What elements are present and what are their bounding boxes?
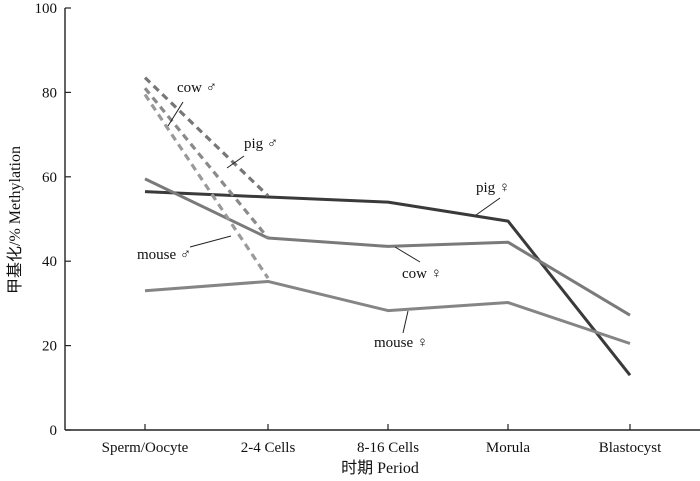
annotation-leader (475, 197, 501, 216)
y-tick-label: 20 (42, 339, 57, 355)
series-lines (143, 76, 632, 377)
y-tick-label: 40 (42, 254, 57, 270)
y-axis-title: 甲基化/% Methylation (6, 146, 24, 294)
axes (64, 8, 700, 431)
series-line-mouse-female (144, 279, 631, 345)
x-tick-label: 2-4 Cells (241, 440, 296, 456)
annotation-leader (394, 246, 421, 263)
annotation-leader (226, 155, 245, 169)
annotation-leaders (167, 101, 501, 334)
series-line-mouse-male (143, 93, 270, 279)
annotation-label: pig ♂ (244, 136, 278, 152)
annotation-label: pig ♀ (476, 180, 510, 196)
y-ticks: 0 20 40 60 80 100 (35, 1, 71, 439)
y-tick-label: 100 (35, 1, 58, 17)
series-line-cow-female (144, 177, 631, 317)
annotations: cow ♂ pig ♂ mouse ♂ pig ♀ cow ♀ mouse ♀ (137, 80, 510, 351)
annotation-leader (167, 101, 184, 127)
y-tick-label: 80 (42, 85, 57, 101)
annotation-label: mouse ♂ (137, 247, 191, 263)
annotation-label: mouse ♀ (374, 335, 428, 351)
y-tick-label: 0 (50, 423, 58, 439)
annotation-label: cow ♀ (402, 266, 442, 282)
series-line-pig-male (143, 87, 270, 240)
y-tick-label: 60 (42, 170, 57, 186)
x-tick-label: Blastocyst (599, 440, 662, 456)
annotation-label: cow ♂ (177, 80, 217, 96)
annotation-leader (189, 235, 232, 248)
x-ticks: Sperm/Oocyte 2-4 Cells 8-16 Cells Morula Bla… (102, 424, 662, 456)
series-line-cow-male (143, 76, 270, 197)
annotation-leader (402, 310, 409, 334)
x-tick-label: Sperm/Oocyte (102, 440, 189, 456)
x-tick-label: 8-16 Cells (357, 440, 419, 456)
series-line-pig-female (144, 190, 632, 377)
x-tick-label: Morula (486, 440, 531, 456)
x-axis-title: 时期 Period (341, 459, 419, 477)
